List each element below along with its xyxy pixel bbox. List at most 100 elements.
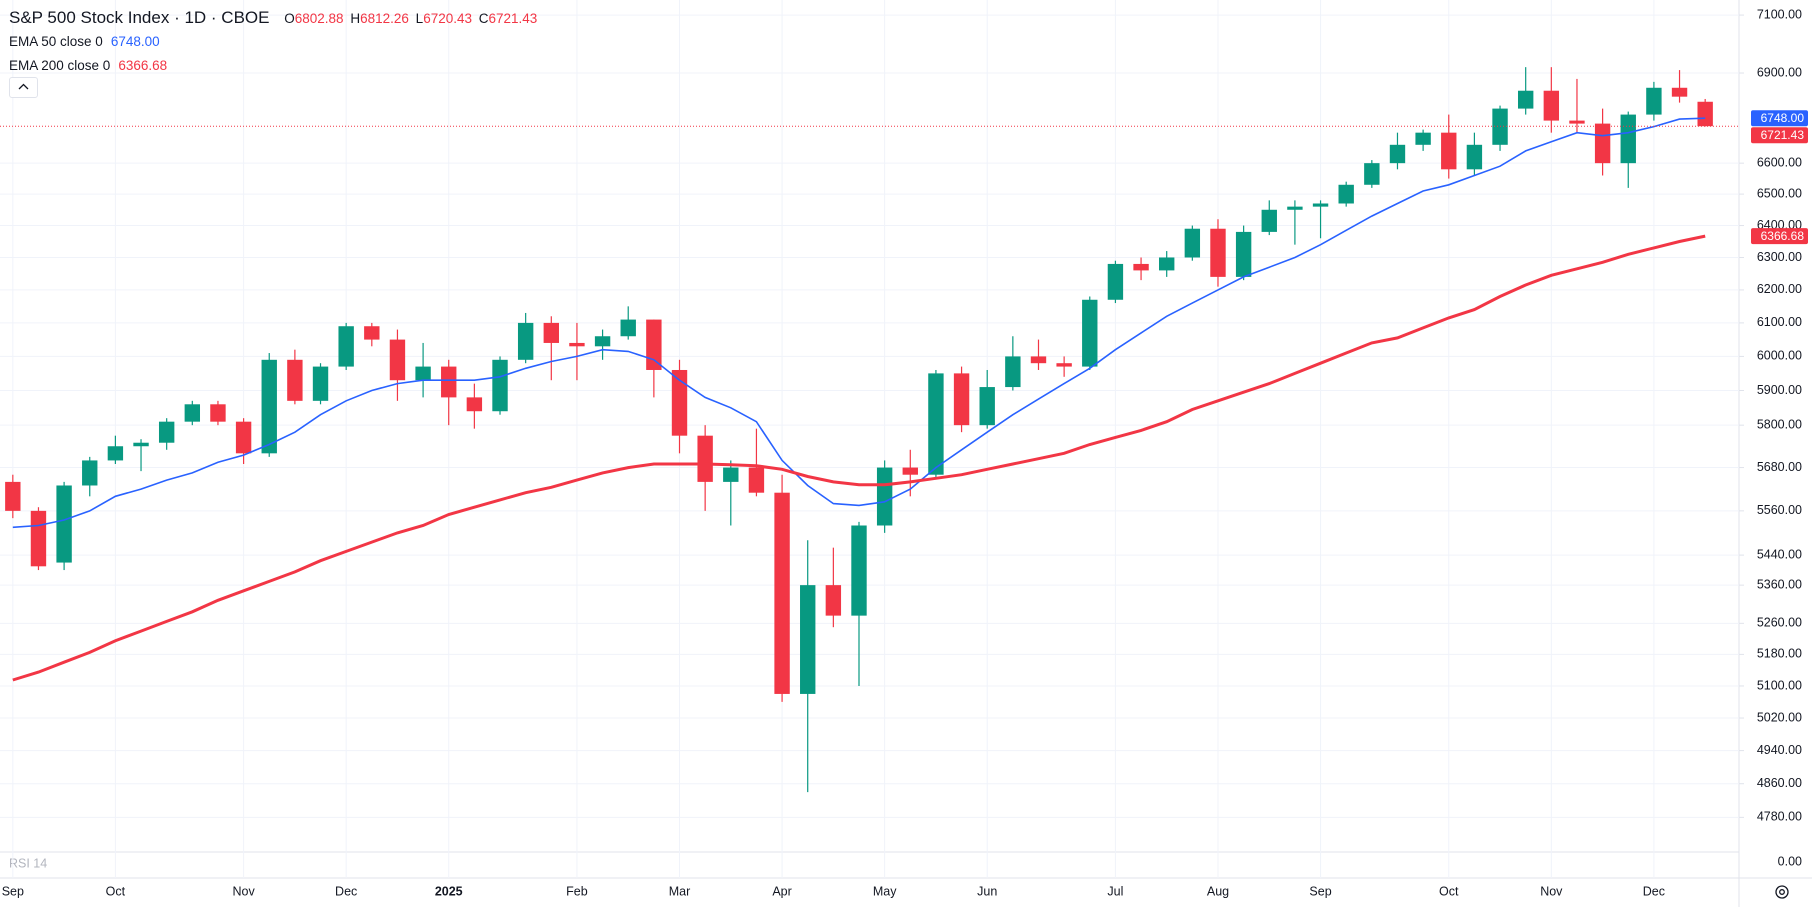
grid (0, 0, 1739, 878)
x-tick-label: May (873, 884, 897, 898)
candle-body (723, 467, 739, 482)
settings-icon[interactable] (1775, 885, 1789, 899)
indicator-row: EMA 50 close 0 6748.00 (9, 30, 537, 54)
candle-body (1184, 228, 1201, 258)
x-tick-label: Sep (2, 884, 24, 898)
x-tick-label: Nov (1540, 884, 1563, 898)
candle-body (82, 460, 98, 486)
y-tick-label: 5900.00 (1757, 383, 1802, 397)
candle-body (184, 404, 201, 422)
candle-body (1364, 163, 1380, 185)
y-tick-label: 4940.00 (1757, 743, 1802, 757)
indicator-row: EMA 200 close 0 6366.68 (9, 54, 537, 78)
candle-body (1389, 144, 1406, 164)
candle-body (543, 322, 559, 343)
rsi-title: RSI 14 (9, 856, 47, 870)
candle-body (287, 359, 303, 401)
collapse-legend-button[interactable] (9, 77, 38, 98)
ohlc-value: 6802.88 (294, 11, 344, 26)
candle-body (312, 366, 329, 401)
candle-body (876, 467, 893, 526)
candle-body (1338, 184, 1354, 204)
candle-body (825, 585, 842, 616)
price-tag (1751, 228, 1808, 245)
symbol-title: S&P 500 Stock Index · 1D · CBOE (9, 8, 270, 27)
candle-body (620, 319, 636, 337)
candle-body (1517, 90, 1534, 109)
candle-body (415, 366, 431, 381)
x-tick-label: Jul (1107, 884, 1123, 898)
y-tick-label: 5360.00 (1757, 577, 1802, 591)
indicator-name: EMA 200 close 0 (9, 58, 111, 73)
settings-ring (1775, 885, 1789, 899)
candle-body (466, 397, 483, 412)
ohlc-value: 6721.43 (488, 11, 538, 26)
y-tick-label: 6900.00 (1757, 65, 1802, 79)
y-tick-label: 6000.00 (1757, 349, 1802, 363)
price-tag (1751, 127, 1808, 144)
price-tag (1751, 110, 1808, 127)
candle-body (1594, 123, 1611, 164)
ohlc-label: O (284, 11, 295, 26)
candle-body (1569, 120, 1585, 124)
candle-body (1620, 114, 1636, 164)
candle-body (1082, 299, 1098, 367)
candle-body (1697, 101, 1713, 127)
indicator-legend: EMA 50 close 0 6748.00 EMA 200 close 0 6366… (9, 30, 537, 78)
candle-body (646, 319, 662, 370)
x-tick-label: Mar (669, 884, 691, 898)
candle-body (671, 369, 688, 436)
y-tick-label: 6300.00 (1757, 250, 1802, 264)
candle-body (517, 322, 534, 360)
candle-body (210, 404, 226, 422)
candle-body (1133, 263, 1149, 271)
candles (5, 67, 1713, 793)
y-tick-label: 5020.00 (1757, 710, 1802, 724)
candle-body (1210, 228, 1226, 277)
x-tick-label: Sep (1309, 884, 1331, 898)
y-tick-label: 6600.00 (1757, 155, 1802, 169)
candle-body (1441, 132, 1457, 170)
candle-body (1466, 144, 1483, 170)
x-tick-label: Oct (1439, 884, 1459, 898)
candle-body (1030, 356, 1047, 364)
x-tick-label: Apr (772, 884, 791, 898)
candle-body (1287, 206, 1303, 210)
chevron (18, 83, 29, 90)
candle-body (569, 342, 585, 347)
y-tick-label: 6500.00 (1757, 186, 1802, 200)
candle-body (851, 525, 867, 616)
y-tick-label: 5260.00 (1757, 616, 1802, 630)
settings-hub (1779, 889, 1785, 895)
candle-body (56, 485, 72, 563)
candle-body (389, 339, 406, 381)
candle-body (158, 421, 175, 443)
candle-body (928, 373, 944, 475)
y-tick-label: 6100.00 (1757, 315, 1802, 329)
ohlc-label: C (478, 11, 489, 26)
candle-body (1056, 363, 1072, 367)
candle-body (235, 421, 252, 454)
rsi-tick-label: 0.00 (1778, 854, 1802, 868)
candle-body (5, 481, 21, 511)
y-tick-label: 5680.00 (1757, 460, 1802, 474)
x-tick-label: 2025 (435, 884, 463, 898)
ohlc-label: H (350, 11, 361, 26)
candle-body (492, 359, 508, 412)
y-tick-label: 7100.00 (1757, 7, 1802, 21)
y-tick-label: 5800.00 (1757, 417, 1802, 431)
y-tick-label: 5560.00 (1757, 503, 1802, 517)
candle-body (261, 359, 277, 454)
candle-body (1646, 87, 1662, 115)
candle-body (953, 373, 970, 426)
indicator-value: 6366.68 (118, 58, 168, 73)
candle-body (1492, 108, 1508, 145)
candle-body (364, 326, 380, 340)
candle-body (1107, 263, 1124, 300)
ohlc-value: 6720.43 (423, 11, 472, 26)
y-tick-label: 5180.00 (1757, 647, 1802, 661)
candle-body (107, 446, 124, 461)
candle-body (1235, 231, 1252, 277)
candle-body (979, 387, 995, 426)
